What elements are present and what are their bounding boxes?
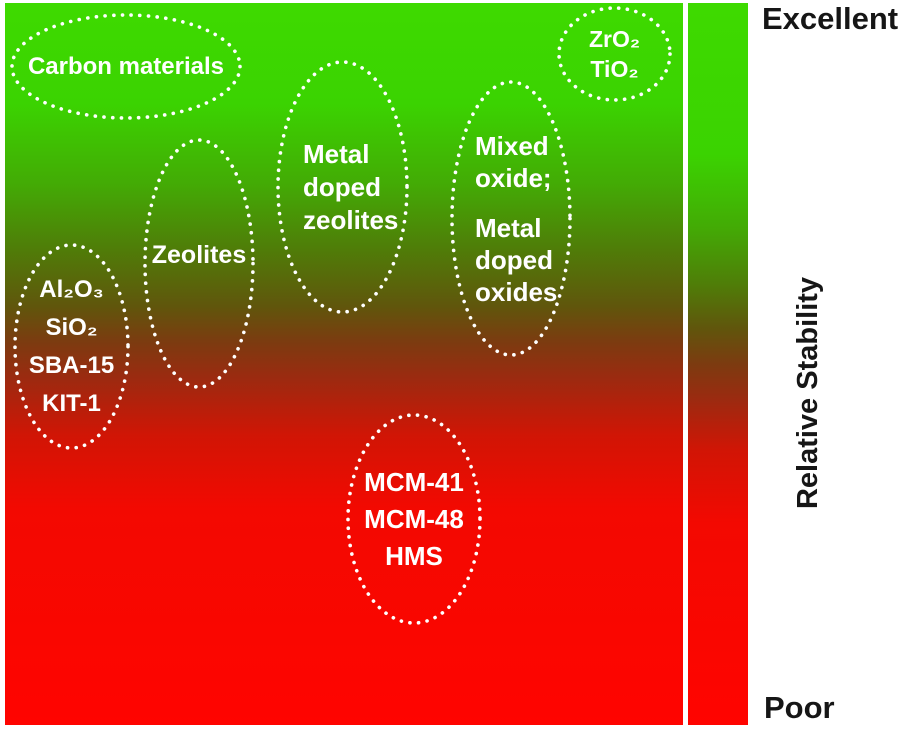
bubble-label: ZrO₂: [588, 26, 641, 52]
bubble-label: oxide;: [475, 162, 552, 193]
bubble-label: Zeolites: [151, 240, 247, 269]
bubble-label: TiO₂: [590, 56, 639, 82]
bubble-label: oxides: [475, 276, 558, 307]
bubble-mesoporous-silica-group: MCM-41 MCM-48 HMS: [348, 415, 480, 623]
bubble-label: Carbon materials: [27, 52, 225, 80]
dotted-ellipse-mesoporous-silica: [346, 413, 482, 625]
bubble-label: Mixed: [475, 130, 549, 161]
bubble-label: MCM-48: [364, 503, 464, 534]
stability-scale-bar: [688, 3, 748, 725]
scale-label-excellent: Excellent: [762, 1, 899, 36]
dotted-ellipse-zeolites: [143, 138, 255, 389]
bubble-label: SiO₂: [45, 313, 98, 341]
dotted-ellipse-carbon-materials: [10, 13, 242, 120]
dotted-ellipse-silica-alumina: [13, 243, 130, 450]
dotted-ellipse-metal-doped-zeolites: [276, 60, 409, 314]
bubble-label: doped: [475, 244, 553, 275]
bubble-label: SBA-15: [28, 351, 115, 379]
bubble-outlines-layer: [10, 6, 672, 625]
bubble-mixed-metal-doped-oxides: Mixed oxide; Metal doped oxides: [452, 82, 570, 355]
bubble-label: KIT-1: [42, 389, 101, 417]
bubble-zro2-tio2: ZrO₂ TiO₂: [559, 8, 670, 100]
bubble-label: zeolites: [303, 204, 399, 235]
bubble-label: Al₂O₃: [39, 275, 104, 303]
bubble-silica-alumina-group: Al₂O₃ SiO₂ SBA-15 KIT-1: [15, 245, 128, 448]
dotted-ellipse-mixed-oxides: [450, 80, 572, 357]
bubble-label: doped: [303, 171, 381, 202]
scale-label-poor: Poor: [764, 690, 835, 725]
scale-axis-label-relative-stability: Relative Stability: [792, 276, 824, 510]
bubble-label: HMS: [385, 540, 443, 571]
bubble-zeolites: Zeolites: [145, 140, 253, 387]
bubble-label: Metal: [303, 138, 370, 169]
stability-gradient-panel: Carbon materials ZrO₂ TiO₂ Metal doped z…: [5, 3, 683, 725]
bubble-carbon-materials: Carbon materials: [12, 15, 240, 118]
dotted-ellipse-zro2-tio2: [557, 6, 672, 102]
bubble-label: MCM-41: [364, 466, 464, 497]
bubble-metal-doped-zeolites: Metal doped zeolites: [278, 62, 407, 312]
bubble-label: Metal: [475, 212, 542, 243]
